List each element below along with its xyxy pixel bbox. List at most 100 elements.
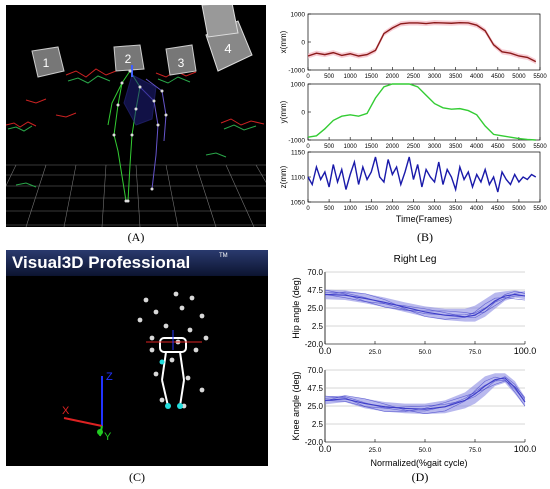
svg-text:1: 1 (43, 56, 50, 70)
B-top-ytick-label: 0 (301, 40, 305, 47)
B-top-xtick-label: 1500 (365, 74, 379, 80)
marker-card-1: 1 (31, 46, 65, 78)
D-bottom-xlabel: Normalized(%gait cycle) (370, 458, 467, 468)
B-bottom-xtick-label: 5000 (512, 206, 526, 212)
skeleton-figure (107, 65, 167, 202)
B-bottom-xtick-label: 0 (306, 206, 310, 212)
D-bottom-xtick-label: 75.0 (469, 447, 482, 454)
visual3d-title: Visual3D Professional (12, 253, 191, 272)
D-top-xtick-label: 25.0 (369, 349, 382, 356)
B-mid-xtick-label: 3000 (428, 144, 442, 150)
D-bottom-xtick-label: 100.0 (514, 444, 537, 454)
B-mid-xtick-label: 500 (324, 144, 335, 150)
D-top-xtick-label: 0.0 (319, 346, 332, 356)
D-bottom-sd-band (325, 373, 525, 414)
svg-text:3: 3 (178, 56, 185, 70)
B-top-xtick-label: 5000 (512, 74, 526, 80)
D-top-trial-line (324, 291, 526, 320)
D-bottom-xtick-label: 25.0 (369, 447, 382, 454)
visual3d-tm: TM (219, 253, 228, 259)
B-top-xtick-label: 5500 (533, 74, 547, 80)
B-mid-xtick-label: 5500 (533, 144, 547, 150)
svg-text:4: 4 (224, 41, 231, 56)
B-mid-xtick-label: 2500 (407, 144, 421, 150)
B-bottom-ytick-label: 1150 (291, 150, 305, 157)
axis-y-label: Y (104, 431, 112, 443)
B-bottom-ytick-label: 1100 (291, 175, 305, 182)
B-top-xtick-label: 3500 (449, 74, 463, 80)
D-top-xtick-label: 75.0 (469, 349, 482, 356)
B-bottom-xtick-label: 500 (324, 206, 335, 212)
D-bottom-ylabel: Knee angle (deg) (291, 371, 301, 440)
D-bottom-ytick-label: 2.5 (312, 420, 324, 429)
B-mid-ylabel: y(mm) (279, 100, 288, 123)
mocap-scene-graphic: 1 2 3 4 (6, 5, 266, 227)
B-bottom-xtick-label: 4000 (470, 206, 484, 212)
B-bottom-xtick-label: 1500 (365, 206, 379, 212)
D-top-trial-line (324, 289, 526, 315)
B-mid-ytick-label: 1000 (291, 82, 306, 89)
panel-a-scene: 1 2 3 4 (6, 5, 266, 227)
B-mid-xtick-label: 0 (306, 144, 310, 150)
D-top-sd-band (325, 289, 525, 322)
visual3d-banner: Visual3D Professional TM (6, 250, 268, 276)
D-bottom-trial-line (324, 380, 526, 412)
point-cloud (137, 291, 209, 409)
B-bottom-xtick-label: 3500 (449, 206, 463, 212)
B-bottom-xtick-label: 1000 (344, 206, 358, 212)
B-top-xtick-label: 4500 (491, 74, 505, 80)
B-mid-ytick-label: 0 (301, 110, 305, 117)
B-mid-xtick-label: 3500 (449, 144, 463, 150)
B-mid-xtick-label: 2000 (386, 144, 400, 150)
panel-c-scene: Visual3D Professional TM Z X Y (6, 250, 268, 466)
D-top-title: Right Leg (394, 254, 437, 265)
B-top-xtick-label: 3000 (428, 74, 442, 80)
B-bottom-xtick-label: 3000 (428, 206, 442, 212)
B-bottom-ytick-label: 1050 (291, 200, 306, 207)
marker-noise-green (7, 75, 257, 188)
joint-centers (159, 359, 183, 409)
D-top-ytick-label: -20.0 (305, 340, 324, 349)
B-top-xtick-label: 2500 (407, 74, 421, 80)
D-top-xtick-label: 100.0 (514, 346, 537, 356)
skeleton-markers (112, 69, 168, 203)
D-top-ylabel: Hip angle (deg) (291, 277, 301, 339)
visual3d-scene-graphic: Z X Y (62, 291, 209, 443)
D-top-mean-line (324, 293, 526, 318)
B-top-xtick-label: 0 (306, 74, 310, 80)
B-top-xtick-label: 500 (324, 74, 335, 80)
D-top-ytick-label: 2.5 (312, 322, 324, 331)
B-top-band (308, 20, 536, 65)
axis-x-line (63, 417, 103, 427)
B-top-xtick-label: 2000 (386, 74, 400, 80)
D-top-xtick-label: 50.0 (419, 349, 432, 356)
panel-a-label: (A) (127, 230, 145, 244)
B-mid-xtick-label: 4000 (470, 144, 484, 150)
marker-card-3: 3 (165, 44, 197, 76)
B-top-xtick-label: 4000 (470, 74, 484, 80)
axis-x-label: X (62, 405, 70, 417)
B-top-series-line (307, 21, 537, 63)
B-bottom-xtick-label: 2000 (386, 206, 400, 212)
B-bottom-xtick-label: 4500 (491, 206, 505, 212)
B-bottom-xtick-label: 5500 (533, 206, 547, 212)
B-bottom-series-line (307, 156, 537, 193)
B-top-ytick-label: 1000 (291, 12, 306, 19)
D-bottom-ytick-label: -20.0 (305, 438, 324, 447)
D-bottom-xtick-label: 0.0 (319, 444, 332, 454)
B-bottom-ylabel: z(mm) (279, 165, 288, 188)
B-mid-series-line (307, 83, 536, 141)
panel-c-label: (C) (129, 470, 145, 484)
B-bottom-xtick-label: 2500 (407, 206, 421, 212)
panel-b-label: (B) (417, 230, 433, 244)
B-mid-xtick-label: 1000 (344, 144, 358, 150)
panel-d-label: (D) (411, 470, 429, 484)
D-bottom-ytick-label: 70.0 (307, 366, 323, 375)
axis-z-label: Z (106, 371, 113, 383)
D-top-ytick-label: 25.0 (307, 304, 323, 313)
floor-grid (6, 164, 266, 227)
D-bottom-ytick-label: 47.5 (307, 384, 323, 393)
B-mid-xtick-label: 5000 (512, 144, 526, 150)
